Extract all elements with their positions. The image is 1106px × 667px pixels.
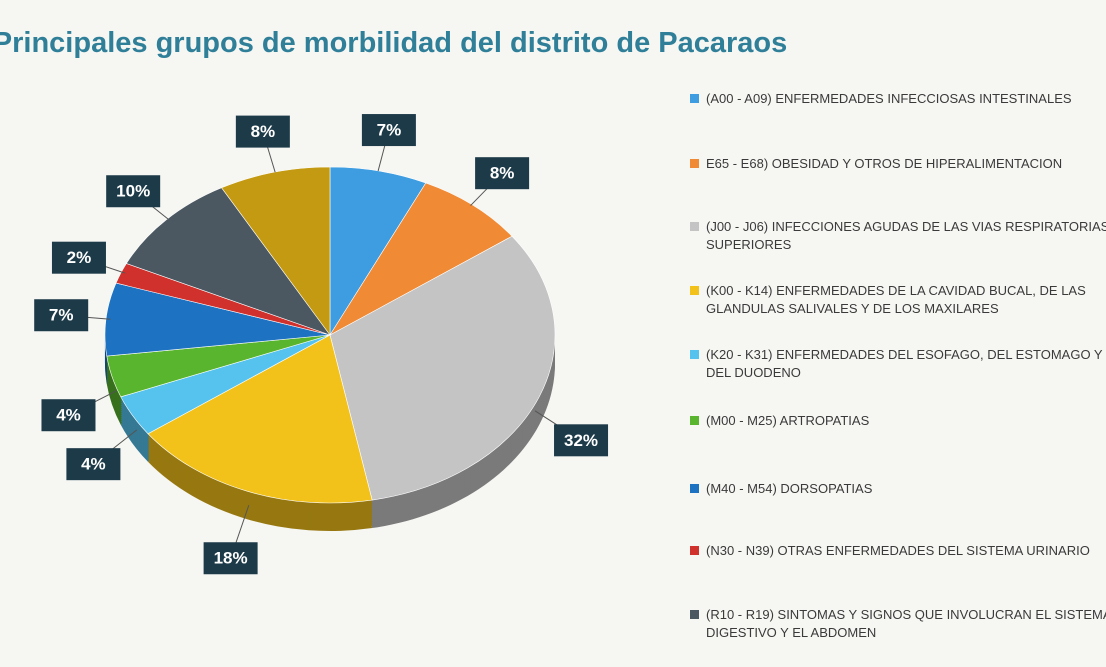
data-label: 7% <box>49 306 74 325</box>
legend-label: (A00 - A09) ENFERMEDADES INFECCIOSAS INT… <box>706 91 1072 106</box>
data-label: 2% <box>67 248 92 267</box>
legend-swatch <box>690 610 699 619</box>
legend-label: (J00 - J06) INFECCIONES AGUDAS DE LAS VI… <box>706 219 1106 252</box>
label-box <box>41 399 96 432</box>
legend-entry: (N30 - N39) OTRAS ENFERMEDADES DEL SISTE… <box>690 542 1106 560</box>
slice <box>125 187 331 336</box>
legend-entry: (M40 - M54) DORSOPATIAS <box>690 480 1106 498</box>
label-box <box>475 157 530 190</box>
legend-entry: E65 - E68) OBESIDAD Y OTROS DE HIPERALIM… <box>690 155 1106 173</box>
legend-swatch <box>690 546 699 555</box>
legend-swatch <box>690 286 699 295</box>
label-box <box>51 241 106 274</box>
legend-swatch <box>690 159 699 168</box>
legend-entry: (J00 - J06) INFECCIONES AGUDAS DE LAS VI… <box>690 218 1106 254</box>
legend-label: (M00 - M25) ARTROPATIAS <box>706 413 870 428</box>
data-label: 18% <box>214 549 248 568</box>
slice <box>221 166 331 336</box>
legend-label: (M40 - M54) DORSOPATIAS <box>706 481 873 496</box>
data-label: 4% <box>81 455 106 474</box>
data-label: 4% <box>56 406 81 425</box>
data-label: 32% <box>564 431 598 450</box>
legend-entry: (M00 - M25) ARTROPATIAS <box>690 412 1106 430</box>
legend-label: E65 - E68) OBESIDAD Y OTROS DE HIPERALIM… <box>706 156 1063 171</box>
chart-title: Principales grupos de morbilidad del dis… <box>0 27 787 59</box>
slice <box>329 235 556 501</box>
legend-swatch <box>690 416 699 425</box>
legend-label: (K20 - K31) ENFERMEDADES DEL ESOFAGO, DE… <box>706 347 1103 380</box>
label-box <box>554 424 609 457</box>
legend-entry: (K20 - K31) ENFERMEDADES DEL ESOFAGO, DE… <box>690 346 1106 382</box>
label-box <box>361 114 416 147</box>
data-label: 8% <box>490 164 515 183</box>
data-label: 10% <box>116 182 150 201</box>
legend-swatch <box>690 94 699 103</box>
slice <box>329 182 513 336</box>
label-box <box>235 115 290 148</box>
label-box <box>106 175 161 208</box>
legend-swatch <box>690 350 699 359</box>
label-box <box>66 448 121 481</box>
legend-label: (N30 - N39) OTRAS ENFERMEDADES DEL SISTE… <box>706 543 1090 558</box>
legend-swatch <box>690 484 699 493</box>
label-box <box>203 542 258 575</box>
legend-entry: (K00 - K14) ENFERMEDADES DE LA CAVIDAD B… <box>690 282 1106 318</box>
legend-label: (R10 - R19) SINTOMAS Y SIGNOS QUE INVOLU… <box>706 607 1106 640</box>
data-label: 8% <box>251 122 276 141</box>
legend-swatch <box>690 222 699 231</box>
legend-entry: (A00 - A09) ENFERMEDADES INFECCIOSAS INT… <box>690 90 1106 108</box>
slice <box>147 334 373 504</box>
label-box <box>34 299 89 332</box>
data-label: 7% <box>377 121 402 140</box>
legend-label: (K00 - K14) ENFERMEDADES DE LA CAVIDAD B… <box>706 283 1086 316</box>
legend-entry: (R10 - R19) SINTOMAS Y SIGNOS QUE INVOLU… <box>690 606 1106 642</box>
